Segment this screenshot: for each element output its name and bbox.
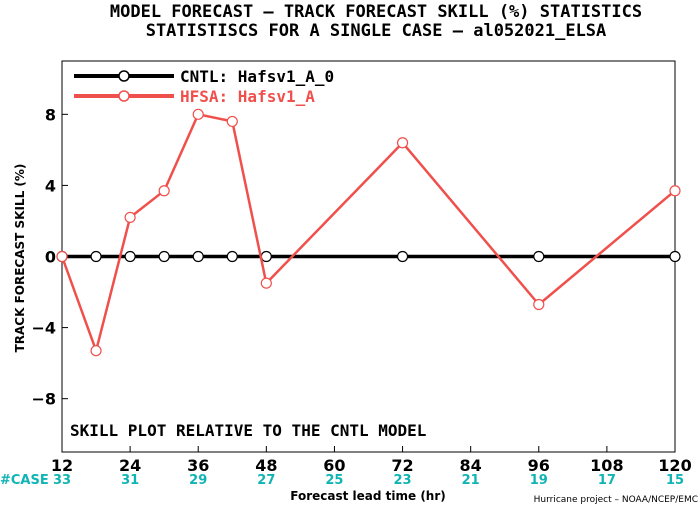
- x-axis-label: Forecast lead time (hr): [290, 489, 446, 503]
- y-tick-label: −4: [31, 319, 56, 338]
- y-tick-label: 8: [45, 105, 56, 124]
- case-label: #CASE: [0, 473, 49, 488]
- data-point-cntl: [669, 250, 681, 263]
- y-axis-ticks: −8 −4 0 4 8: [31, 105, 68, 409]
- legend-cntl-label: CNTL: Hafsv1_A_0: [180, 67, 334, 86]
- skill-note: SKILL PLOT RELATIVE TO THE CNTL MODEL: [70, 421, 426, 440]
- data-point-hfsa: [669, 185, 681, 197]
- x-tick-label: 96: [528, 456, 550, 475]
- y-axis-label: TRACK FORECAST SKILL (%): [13, 164, 27, 353]
- data-point-hfsa: [124, 211, 136, 223]
- data-point-cntl: [226, 250, 238, 263]
- legend-cntl-marker: [118, 70, 130, 82]
- case-count-label: 27: [257, 473, 275, 488]
- x-tick-label: 12: [51, 456, 73, 475]
- data-point-hfsa: [260, 277, 272, 289]
- x-tick-label: 108: [590, 456, 623, 475]
- data-point-hfsa: [56, 250, 68, 263]
- x-tick-label: 72: [391, 456, 413, 475]
- credit-text: Hurricane project – NOAA/NCEP/EMC: [534, 495, 698, 505]
- data-point-hfsa: [158, 185, 170, 197]
- legend: CNTL: Hafsv1_A_0 HFSA: Hafsv1_A: [74, 67, 334, 106]
- case-count-label: 19: [530, 473, 548, 488]
- x-tick-label: 120: [658, 456, 691, 475]
- x-tick-label: 36: [187, 456, 209, 475]
- case-count-label: 21: [462, 473, 480, 488]
- legend-hfsa-label: HFSA: Hafsv1_A: [180, 87, 315, 106]
- legend-hfsa-marker: [118, 90, 130, 102]
- series-layer: [56, 108, 681, 357]
- case-count-label: 23: [394, 473, 412, 488]
- data-point-hfsa: [192, 108, 204, 120]
- case-count-label: 15: [666, 473, 684, 488]
- x-tick-label: 24: [119, 456, 141, 475]
- case-count-label: 25: [325, 473, 343, 488]
- data-point-cntl: [124, 250, 136, 263]
- case-count-label: 17: [598, 473, 616, 488]
- data-point-hfsa: [533, 298, 545, 311]
- data-point-cntl: [90, 250, 102, 263]
- data-point-hfsa: [226, 115, 238, 128]
- x-tick-label: 60: [323, 456, 345, 475]
- x-tick-label: 48: [255, 456, 277, 475]
- case-count-label: 31: [121, 473, 139, 488]
- y-tick-label: −8: [31, 390, 56, 409]
- data-point-hfsa: [396, 137, 409, 149]
- data-point-hfsa: [90, 345, 102, 357]
- data-point-cntl: [533, 250, 545, 263]
- case-count-label: 29: [189, 473, 207, 488]
- data-point-cntl: [192, 250, 204, 263]
- chart-title: MODEL FORECAST – TRACK FORECAST SKILL (%…: [110, 2, 642, 22]
- series-line-hfsa: [60, 113, 676, 352]
- data-point-cntl: [158, 250, 170, 263]
- x-tick-label: 84: [460, 456, 482, 475]
- data-point-cntl: [396, 250, 409, 263]
- case-count-label: 33: [53, 473, 71, 488]
- case-counts: 33 31 29 27 25 23 21 19 17 15: [53, 473, 684, 488]
- x-axis-ticks: 12 24 36 48 60 72 84 96 108 120: [51, 446, 692, 475]
- y-tick-label: 4: [45, 176, 56, 195]
- data-point-cntl: [260, 250, 272, 263]
- y-tick-label: 0: [45, 248, 56, 267]
- chart-subtitle: STATISTISCS FOR A SINGLE CASE – al052021…: [146, 21, 607, 41]
